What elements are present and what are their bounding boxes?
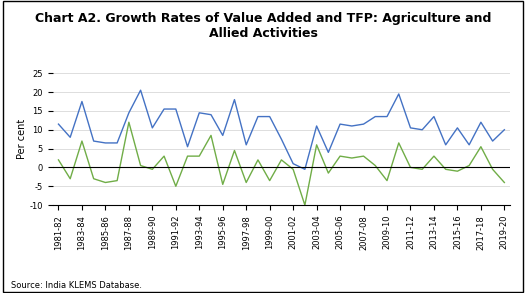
Value Added (360, 122, 367, 126)
Value Added (231, 98, 238, 101)
TFP (137, 164, 144, 167)
Value Added (337, 122, 343, 126)
TFP (67, 177, 73, 180)
Value Added (431, 115, 437, 118)
Value Added (67, 136, 73, 139)
Value Added (490, 139, 496, 143)
TFP (102, 181, 108, 184)
Value Added (90, 139, 97, 143)
TFP (278, 158, 285, 162)
TFP (90, 177, 97, 180)
Value Added (55, 122, 62, 126)
Value Added (149, 126, 156, 130)
Value Added (407, 126, 413, 130)
Value Added (349, 124, 355, 128)
Value Added (126, 111, 132, 115)
Value Added (267, 115, 273, 118)
TFP (243, 181, 249, 184)
Line: TFP: TFP (58, 122, 504, 205)
TFP (290, 168, 296, 171)
Value Added (466, 143, 472, 146)
TFP (442, 168, 449, 171)
TFP (337, 154, 343, 158)
TFP (349, 156, 355, 160)
TFP (196, 154, 203, 158)
Value Added (384, 115, 390, 118)
Value Added (501, 128, 508, 132)
TFP (372, 164, 378, 167)
Text: Source: India KLEMS Database.: Source: India KLEMS Database. (11, 281, 141, 290)
Value Added (137, 88, 144, 92)
Value Added (208, 113, 214, 116)
TFP (231, 149, 238, 152)
TFP (325, 171, 331, 175)
Value Added (185, 145, 191, 149)
Value Added (278, 137, 285, 141)
Value Added (79, 100, 85, 103)
TFP (384, 179, 390, 182)
TFP (55, 158, 62, 162)
TFP (396, 141, 402, 145)
Value Added (255, 115, 261, 118)
TFP (149, 168, 156, 171)
Value Added (114, 141, 120, 145)
TFP (79, 139, 85, 143)
Value Added (454, 126, 461, 130)
Value Added (372, 115, 378, 118)
Value Added (313, 124, 320, 128)
TFP (478, 145, 484, 149)
TFP (161, 154, 167, 158)
Value Added (396, 92, 402, 96)
TFP (114, 179, 120, 182)
Line: Value Added: Value Added (58, 90, 504, 169)
TFP (302, 203, 308, 207)
Value Added (161, 107, 167, 111)
TFP (407, 166, 413, 169)
Value Added (419, 128, 426, 132)
TFP (255, 158, 261, 162)
TFP (419, 168, 426, 171)
TFP (431, 154, 437, 158)
Value Added (219, 134, 226, 137)
Value Added (325, 151, 331, 154)
Value Added (478, 120, 484, 124)
TFP (208, 134, 214, 137)
Value Added (196, 111, 203, 115)
Value Added (302, 168, 308, 171)
TFP (185, 154, 191, 158)
Text: Chart A2. Growth Rates of Value Added and TFP: Agriculture and
Allied Activities: Chart A2. Growth Rates of Value Added an… (35, 12, 491, 40)
Y-axis label: Per cent: Per cent (17, 119, 27, 159)
TFP (313, 143, 320, 146)
TFP (501, 181, 508, 184)
TFP (360, 154, 367, 158)
TFP (219, 183, 226, 186)
TFP (490, 168, 496, 171)
Value Added (243, 143, 249, 146)
Value Added (173, 107, 179, 111)
Value Added (102, 141, 108, 145)
TFP (267, 179, 273, 182)
TFP (126, 120, 132, 124)
Value Added (290, 162, 296, 166)
TFP (173, 185, 179, 188)
Value Added (442, 143, 449, 146)
TFP (466, 164, 472, 167)
TFP (454, 169, 461, 173)
